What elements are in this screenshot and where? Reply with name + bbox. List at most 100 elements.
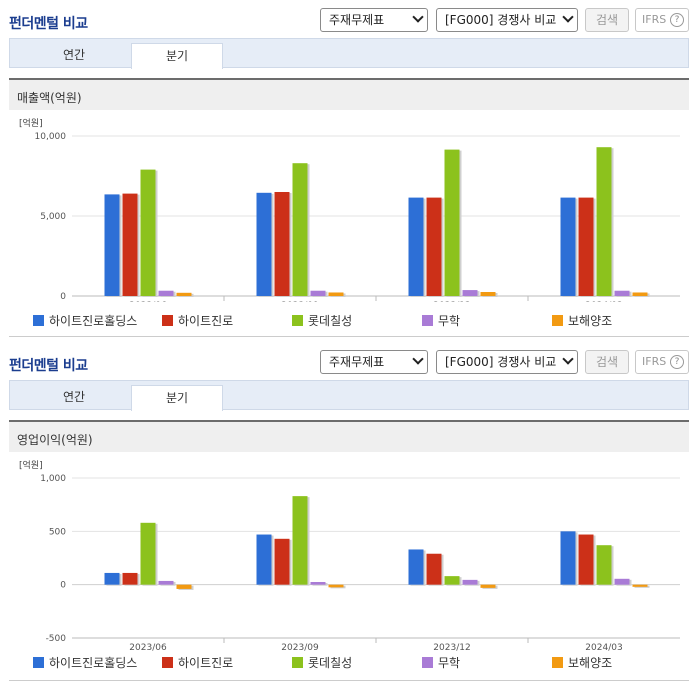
period-tabs: 연간 분기	[9, 38, 689, 69]
divider	[9, 680, 689, 681]
legend-label: 무학	[438, 656, 461, 670]
y-tick-label: 0	[60, 292, 66, 302]
bar-series-2-2	[274, 538, 290, 585]
legend-item-3[interactable]: 롯데칠성	[292, 312, 352, 329]
legend-swatch	[33, 657, 44, 668]
bar-series-3-3	[444, 576, 460, 585]
bar-series-1-1	[104, 572, 120, 585]
x-tick-label: 2023/09	[281, 643, 319, 653]
metric-title: 영업이익(억원)	[17, 433, 93, 447]
metric-title: 매출액(억원)	[17, 91, 82, 105]
bar-series-5-4	[632, 584, 648, 587]
tab-annual[interactable]: 연간	[62, 48, 86, 62]
bar-series-2-1	[122, 193, 138, 296]
x-tick-label: 2023/06	[129, 301, 167, 302]
legend-swatch	[422, 657, 433, 668]
legend-swatch	[162, 657, 173, 668]
legend-item-4[interactable]: 무학	[422, 654, 460, 671]
legend-label: 하이트진로홀딩스	[49, 656, 138, 670]
legend-swatch	[33, 315, 44, 326]
revenue-bar-chart: [억원] 0 5,000 10,000 2023/06 2023/09 2023/12 202…	[19, 117, 680, 302]
legend-label: 하이트진로홀딩스	[49, 314, 138, 328]
help-icon[interactable]: ?	[670, 355, 684, 369]
bar-series-1-2	[256, 192, 272, 296]
search-button[interactable]: 검색	[585, 8, 629, 32]
tab-annual[interactable]: 연간	[62, 390, 86, 404]
tab-quarter[interactable]: 분기	[131, 43, 223, 69]
legend-label: 보해양조	[568, 656, 613, 670]
legend-label: 롯데칠성	[308, 656, 353, 670]
period-tabs: 연간 분기	[9, 380, 689, 411]
bar-series-4-4	[614, 578, 630, 585]
legend-label: 하이트진로	[178, 314, 234, 328]
ifrs-label: IFRS	[642, 13, 667, 26]
metric-header: 영업이익(억원)	[9, 420, 689, 452]
ifrs-button[interactable]: IFRS ?	[635, 8, 689, 32]
legend-label: 무학	[438, 314, 461, 328]
statement-select[interactable]: 주재무제표	[320, 8, 428, 32]
y-tick-label: 0	[60, 581, 66, 591]
divider	[9, 336, 689, 337]
bar-series-4-1	[158, 580, 174, 585]
bar-series-1-3	[408, 549, 424, 585]
compare-select[interactable]: [FG000] 경쟁사 비교	[436, 8, 578, 32]
bar-series-2-4	[578, 534, 594, 585]
unit-label: [억원]	[19, 459, 43, 471]
panel-title: 펀더멘털 비교	[9, 16, 88, 32]
ifrs-button[interactable]: IFRS ?	[635, 350, 689, 374]
bar-series-2-1	[122, 572, 138, 585]
unit-label: [억원]	[19, 117, 43, 129]
legend-item-1[interactable]: 하이트진로홀딩스	[33, 654, 137, 671]
legend-item-3[interactable]: 롯데칠성	[292, 654, 352, 671]
bar-series-2-2	[274, 192, 290, 296]
bar-series-4-1	[158, 290, 174, 296]
y-tick-label: 10,000	[35, 132, 67, 142]
bar-series-5-2	[328, 292, 344, 296]
panel-header: 펀더멘털 비교 주재무제표 [FG000] 경쟁사 비교 검색 IFRS ?	[0, 0, 696, 38]
operating-profit-bar-chart: [억원] -500 0 500 1,000 2023/06 2023/09 2023/12 20…	[19, 459, 680, 653]
chevron-down-icon	[562, 353, 574, 365]
legend-item-2[interactable]: 하이트진로	[162, 654, 233, 671]
bar-series-3-3	[444, 149, 460, 296]
bar-series-3-2	[292, 496, 308, 585]
legend-swatch	[422, 315, 433, 326]
bar-series-4-2	[310, 290, 326, 296]
y-tick-label: 500	[49, 527, 66, 537]
legend-item-4[interactable]: 무학	[422, 312, 460, 329]
bar-series-2-3	[426, 553, 442, 585]
legend-swatch	[162, 315, 173, 326]
compare-select[interactable]: [FG000] 경쟁사 비교	[436, 350, 578, 374]
bar-series-1-3	[408, 197, 424, 296]
legend-swatch	[292, 315, 303, 326]
legend-item-2[interactable]: 하이트진로	[162, 312, 233, 329]
search-button[interactable]: 검색	[585, 350, 629, 374]
bar-series-3-4	[596, 147, 612, 296]
bar-series-1-2	[256, 534, 272, 585]
bar-series-3-2	[292, 163, 308, 296]
compare-select-value: [FG000] 경쟁사 비교	[445, 13, 557, 27]
bar-series-1-1	[104, 194, 120, 296]
x-tick-label: 2024/03	[585, 301, 622, 302]
chevron-down-icon	[562, 11, 574, 23]
help-icon[interactable]: ?	[670, 13, 684, 27]
y-tick-label: -500	[46, 634, 67, 644]
tab-quarter[interactable]: 분기	[131, 385, 223, 411]
statement-select[interactable]: 주재무제표	[320, 350, 428, 374]
bar-series-5-1	[176, 584, 192, 589]
y-tick-label: 5,000	[40, 212, 66, 222]
bar-series-4-2	[310, 582, 326, 585]
bar-series-5-1	[176, 292, 192, 296]
x-tick-label: 2023/12	[433, 301, 470, 302]
legend-item-5[interactable]: 보해양조	[552, 312, 612, 329]
chart-legend: 하이트진로홀딩스 하이트진로 롯데칠성 무학 보해양조	[0, 312, 696, 328]
panel-header: 펀더멘털 비교 주재무제표 [FG000] 경쟁사 비교 검색 IFRS ?	[0, 342, 696, 380]
legend-swatch	[292, 657, 303, 668]
chevron-down-icon	[412, 11, 424, 23]
legend-item-5[interactable]: 보해양조	[552, 654, 612, 671]
statement-select-value: 주재무제표	[329, 13, 385, 27]
legend-swatch	[552, 315, 563, 326]
x-tick-label: 2023/09	[281, 301, 319, 302]
legend-item-1[interactable]: 하이트진로홀딩스	[33, 312, 137, 329]
bar-series-2-3	[426, 197, 442, 296]
bar-series-5-3	[480, 292, 496, 296]
